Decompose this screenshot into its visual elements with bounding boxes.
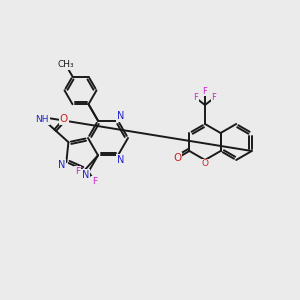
Text: N: N [117, 155, 124, 165]
Text: N: N [117, 111, 124, 121]
Text: O: O [202, 160, 208, 169]
Text: N: N [82, 170, 89, 180]
Text: F: F [75, 167, 80, 176]
Text: F: F [194, 94, 198, 103]
Text: CH₃: CH₃ [57, 60, 74, 69]
Text: O: O [173, 153, 182, 163]
Text: N: N [58, 160, 66, 170]
Text: F: F [202, 86, 207, 95]
Text: F: F [92, 177, 97, 186]
Text: NH: NH [35, 115, 49, 124]
Text: F: F [212, 94, 216, 103]
Text: O: O [60, 114, 68, 124]
